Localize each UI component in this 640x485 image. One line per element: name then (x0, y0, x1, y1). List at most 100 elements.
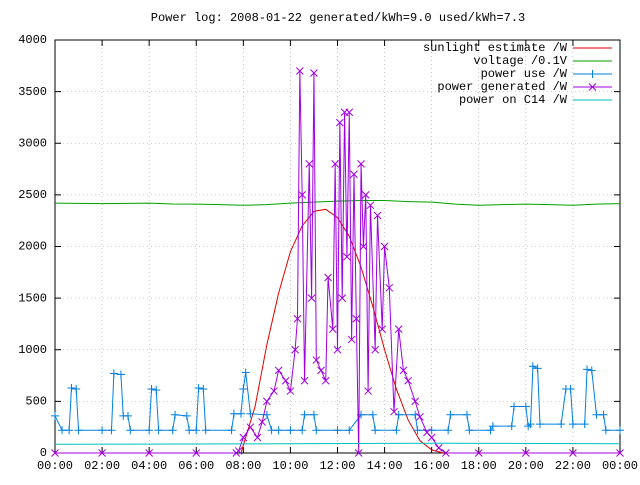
plus-marker (152, 386, 161, 395)
x-tick-label: 16:00 (414, 459, 450, 473)
plus-marker (109, 369, 118, 378)
x-tick-label: 14:00 (367, 459, 403, 473)
plus-marker (123, 411, 132, 420)
plus-marker (587, 366, 596, 375)
plus-marker (368, 410, 377, 419)
plus-marker (51, 411, 59, 420)
x-tick-label: 12:00 (319, 459, 355, 473)
cross-marker (441, 449, 450, 457)
plus-marker (298, 426, 307, 435)
plus-marker (462, 410, 471, 419)
x-tick-label: 22:00 (555, 459, 591, 473)
cross-marker (371, 345, 380, 354)
plus-marker (309, 410, 318, 419)
plus-marker (333, 426, 342, 435)
plus-marker (510, 402, 519, 411)
cross-marker (343, 252, 351, 261)
x-tick-label: 02:00 (84, 459, 120, 473)
cross-marker (246, 423, 255, 432)
plus-marker (246, 409, 255, 418)
cross-marker (474, 449, 483, 457)
plus-marker (601, 426, 610, 435)
x-tick-label: 08:00 (225, 459, 261, 473)
cross-marker (347, 335, 356, 344)
cross-marker (411, 397, 420, 406)
plus-marker (126, 426, 135, 435)
plus-marker (154, 426, 163, 435)
plus-marker (147, 384, 156, 393)
plus-marker (528, 362, 537, 371)
cross-marker (338, 294, 347, 302)
cross-marker (300, 376, 309, 385)
plus-marker (312, 426, 321, 435)
series-line (54, 442, 621, 445)
cross-marker (295, 67, 304, 75)
plus-marker (171, 410, 180, 419)
cross-marker (345, 108, 354, 117)
cross-marker (192, 449, 201, 457)
cross-marker (357, 160, 365, 168)
cross-marker (331, 160, 339, 168)
cross-marker (328, 325, 337, 333)
plus-marker (507, 422, 516, 431)
x-tick-label: 00:00 (602, 459, 638, 473)
plus-marker (616, 426, 624, 435)
cross-marker (434, 443, 443, 452)
plot-border (54, 39, 621, 454)
x-tick-label: 04:00 (131, 459, 167, 473)
plus-marker (182, 411, 191, 420)
legend-marker (588, 70, 597, 78)
plus-marker (192, 426, 201, 435)
cross-marker (51, 449, 59, 457)
plus-marker (533, 364, 542, 373)
plus-marker (300, 410, 309, 419)
plus-marker (267, 426, 276, 435)
cross-marker (366, 201, 375, 210)
y-tick-label: 4000 (18, 33, 47, 47)
y-tick-label: 1500 (18, 291, 47, 305)
plus-marker (241, 368, 250, 377)
plus-marker (194, 383, 203, 392)
cross-marker (305, 160, 314, 168)
cross-marker (298, 191, 307, 199)
plus-marker (444, 426, 453, 435)
plus-marker (239, 384, 248, 393)
cross-marker (239, 433, 248, 442)
plus-marker (345, 426, 354, 435)
cross-marker (98, 449, 106, 457)
plus-marker (413, 426, 422, 435)
plus-marker (199, 384, 208, 393)
cross-marker (263, 397, 271, 406)
plus-marker (72, 384, 81, 393)
cross-marker (336, 118, 344, 127)
cross-marker (394, 325, 403, 333)
legend-label: voltage /0.1V (473, 54, 567, 68)
cross-marker (321, 376, 330, 385)
cross-marker (310, 69, 318, 77)
cross-marker (350, 170, 358, 179)
plus-marker (107, 426, 116, 435)
plus-marker (145, 426, 154, 435)
legend-label: power use /W (481, 67, 568, 81)
y-tick-label: 2500 (18, 188, 47, 202)
cross-marker (399, 366, 408, 375)
cross-marker (373, 211, 382, 220)
plus-marker (74, 426, 83, 435)
cross-marker (404, 376, 412, 385)
cross-marker (521, 449, 530, 457)
plus-marker (274, 426, 283, 435)
plus-marker (488, 422, 497, 431)
legend-marker (588, 83, 597, 91)
plus-marker (185, 426, 194, 435)
plus-marker (227, 426, 236, 435)
plus-marker (580, 420, 589, 429)
cross-marker (378, 325, 387, 333)
plus-marker (394, 410, 403, 419)
cross-marker (569, 449, 577, 457)
legend-label: sunlight estimate /W (423, 41, 568, 55)
plus-marker (465, 426, 474, 435)
cross-marker (416, 413, 424, 421)
plus-marker (58, 426, 67, 435)
